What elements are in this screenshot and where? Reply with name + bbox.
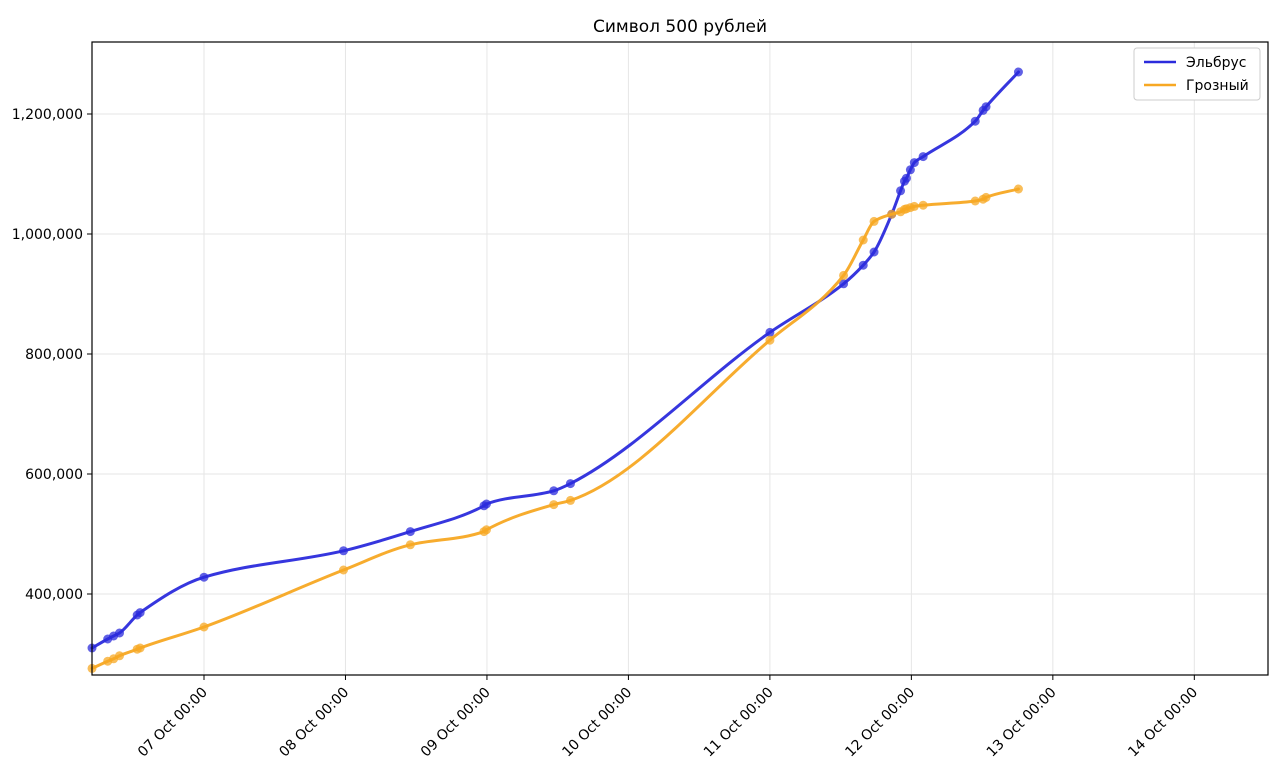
data-point-grozny	[918, 200, 928, 210]
data-point-elbrus	[565, 479, 575, 489]
data-point-elbrus	[981, 102, 991, 112]
y-tick-label: 1,200,000	[12, 107, 83, 123]
y-axis: 400,000 600,000 800,000 1,000,000 1,200,000	[12, 107, 92, 603]
series-layer	[87, 67, 1023, 673]
data-point-elbrus	[765, 327, 775, 337]
data-point-elbrus	[858, 260, 868, 270]
data-point-grozny	[765, 335, 775, 345]
data-point-elbrus	[839, 279, 849, 289]
data-point-grozny	[909, 201, 919, 211]
series-line-grozny	[90, 187, 1020, 670]
data-point-elbrus	[549, 486, 559, 496]
x-tick-label: 09 Oct 00:00	[418, 685, 494, 761]
data-point-elbrus	[135, 608, 145, 618]
data-point-grozny	[405, 540, 415, 550]
data-point-elbrus	[901, 173, 911, 183]
y-tick-label: 600,000	[25, 467, 83, 483]
x-tick-label: 07 Oct 00:00	[135, 685, 211, 761]
data-point-grozny	[549, 500, 559, 510]
legend: Эльбрус Грозный	[1133, 47, 1261, 101]
data-point-elbrus	[339, 546, 349, 556]
data-point-grozny	[839, 270, 849, 280]
data-point-grozny	[887, 209, 897, 219]
x-tick-label: 11 Oct 00:00	[701, 685, 777, 761]
legend-label-elbrus: Эльбрус	[1186, 55, 1246, 71]
series-elbrus	[87, 67, 1023, 653]
y-tick-label: 1,000,000	[12, 227, 83, 243]
data-point-grozny	[135, 643, 145, 653]
x-tick-label: 10 Oct 00:00	[559, 685, 635, 761]
data-point-elbrus	[896, 186, 906, 196]
y-tick-label: 800,000	[25, 347, 83, 363]
data-point-elbrus	[115, 628, 125, 638]
data-point-grozny	[115, 651, 125, 661]
series-line-elbrus	[90, 70, 1020, 650]
legend-label-grozny: Грозный	[1186, 78, 1249, 94]
x-axis: 07 Oct 00:00 08 Oct 00:00 09 Oct 00:00 10 O…	[135, 675, 1201, 760]
data-point-elbrus	[1013, 67, 1023, 77]
data-point-grozny	[199, 622, 209, 632]
data-point-elbrus	[918, 152, 928, 162]
x-tick-label: 14 Oct 00:00	[1125, 685, 1201, 761]
chart-title: Символ 500 рублей	[593, 17, 767, 37]
data-point-grozny	[339, 565, 349, 575]
y-tick-label: 400,000	[25, 587, 83, 603]
data-point-grozny	[1013, 184, 1023, 194]
data-point-elbrus	[905, 165, 915, 175]
data-point-grozny	[869, 216, 879, 226]
x-tick-label: 13 Oct 00:00	[984, 685, 1060, 761]
data-point-elbrus	[481, 499, 491, 509]
data-point-elbrus	[869, 247, 879, 257]
series-grozny	[87, 184, 1023, 673]
data-point-grozny	[970, 196, 980, 206]
data-point-elbrus	[199, 572, 209, 582]
data-point-elbrus	[405, 527, 415, 537]
data-point-elbrus	[909, 158, 919, 168]
x-tick-label: 12 Oct 00:00	[842, 685, 918, 761]
data-point-grozny	[981, 192, 991, 202]
data-point-grozny	[858, 235, 868, 245]
plot-frame	[91, 41, 1269, 676]
data-point-grozny	[565, 495, 575, 505]
x-tick-label: 08 Oct 00:00	[276, 685, 352, 761]
data-point-grozny	[481, 525, 491, 535]
grid	[92, 42, 1268, 675]
data-point-elbrus	[970, 116, 980, 126]
